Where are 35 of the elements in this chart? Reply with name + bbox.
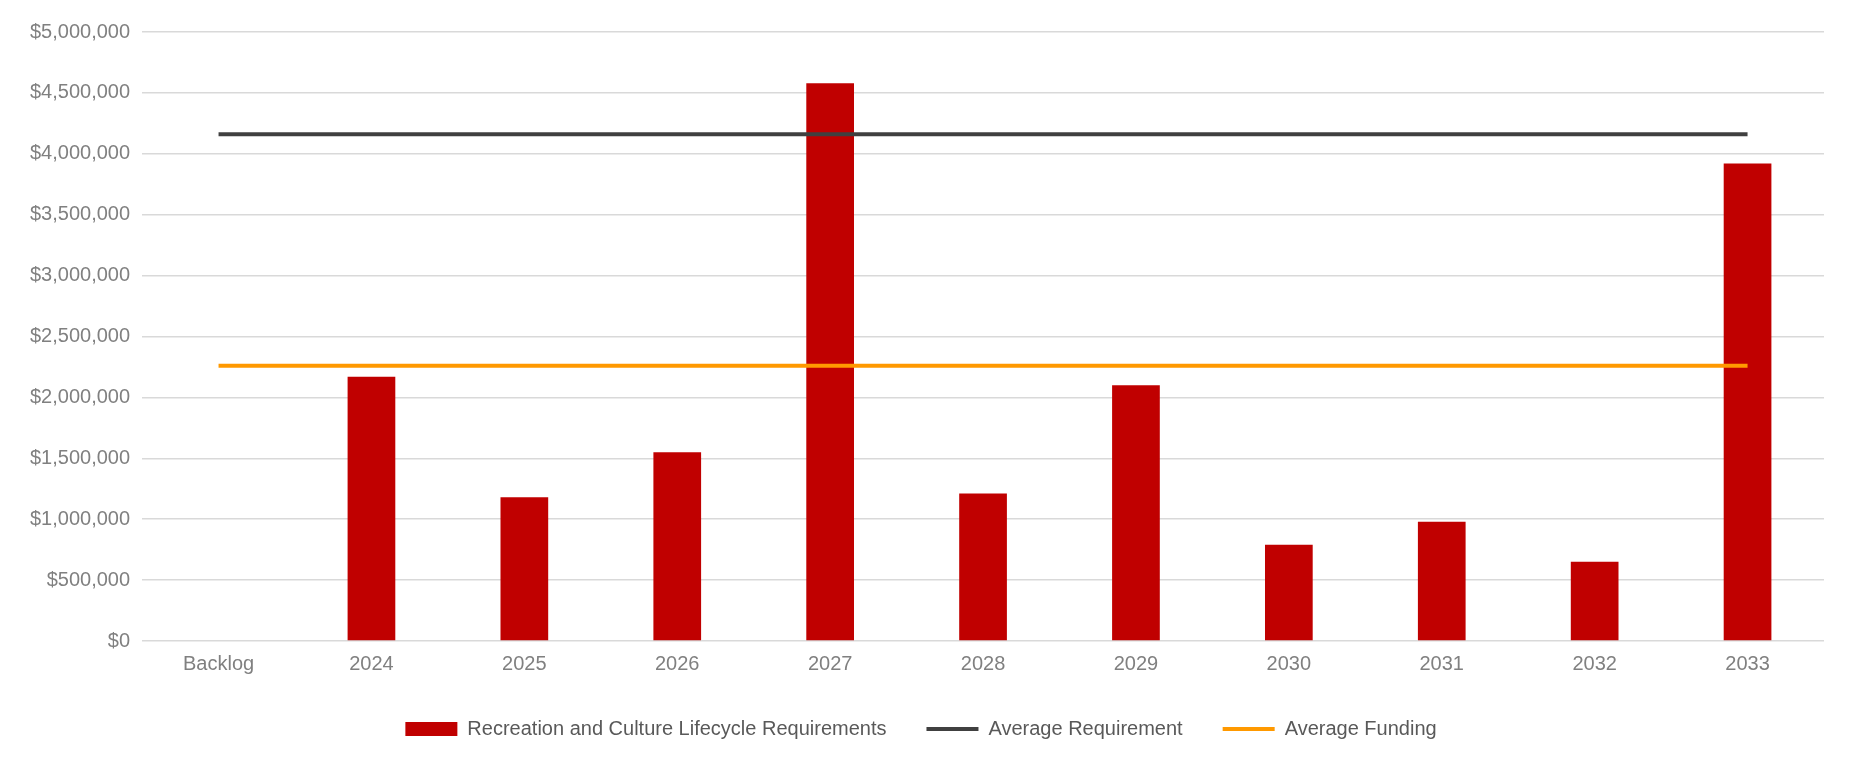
bar (347, 376, 396, 641)
x-tick-label: 2032 (1572, 651, 1617, 674)
y-tick-label: $1,000,000 (29, 506, 131, 529)
x-tick-label: Backlog (182, 651, 255, 674)
y-tick-label: $0 (107, 628, 131, 651)
legend-label: Average Requirement (988, 716, 1184, 739)
y-tick-label: $4,000,000 (29, 141, 131, 164)
bar (1417, 521, 1466, 641)
y-tick-label: $500,000 (46, 567, 131, 590)
x-tick-label: 2027 (807, 651, 853, 674)
y-tick-label: $2,000,000 (29, 384, 131, 407)
bar (653, 452, 702, 641)
bar (806, 83, 854, 641)
y-tick-label: $5,000,000 (29, 19, 131, 42)
y-tick-label: $1,500,000 (29, 445, 131, 468)
y-tick-label: $4,500,000 (29, 80, 131, 103)
bar (1570, 561, 1619, 641)
y-tick-label: $3,000,000 (29, 263, 131, 286)
bar (1265, 544, 1313, 641)
x-tick-label: 2028 (960, 651, 1006, 674)
bar (1112, 385, 1160, 641)
y-tick-label: $2,500,000 (29, 324, 131, 347)
bar (959, 493, 1007, 641)
bar (1723, 163, 1772, 641)
x-tick-label: 2030 (1266, 651, 1312, 674)
y-tick-label: $3,500,000 (29, 202, 131, 225)
bar (500, 497, 549, 641)
x-tick-label: 2029 (1113, 651, 1159, 674)
x-tick-label: 2031 (1419, 651, 1464, 674)
legend-label: Recreation and Culture Lifecycle Requirements (467, 716, 887, 739)
x-tick-label: 2033 (1725, 651, 1770, 674)
x-tick-label: 2026 (655, 651, 700, 674)
legend-label: Average Funding (1284, 716, 1437, 739)
x-tick-label: 2024 (349, 651, 394, 674)
x-tick-label: 2025 (502, 651, 547, 674)
